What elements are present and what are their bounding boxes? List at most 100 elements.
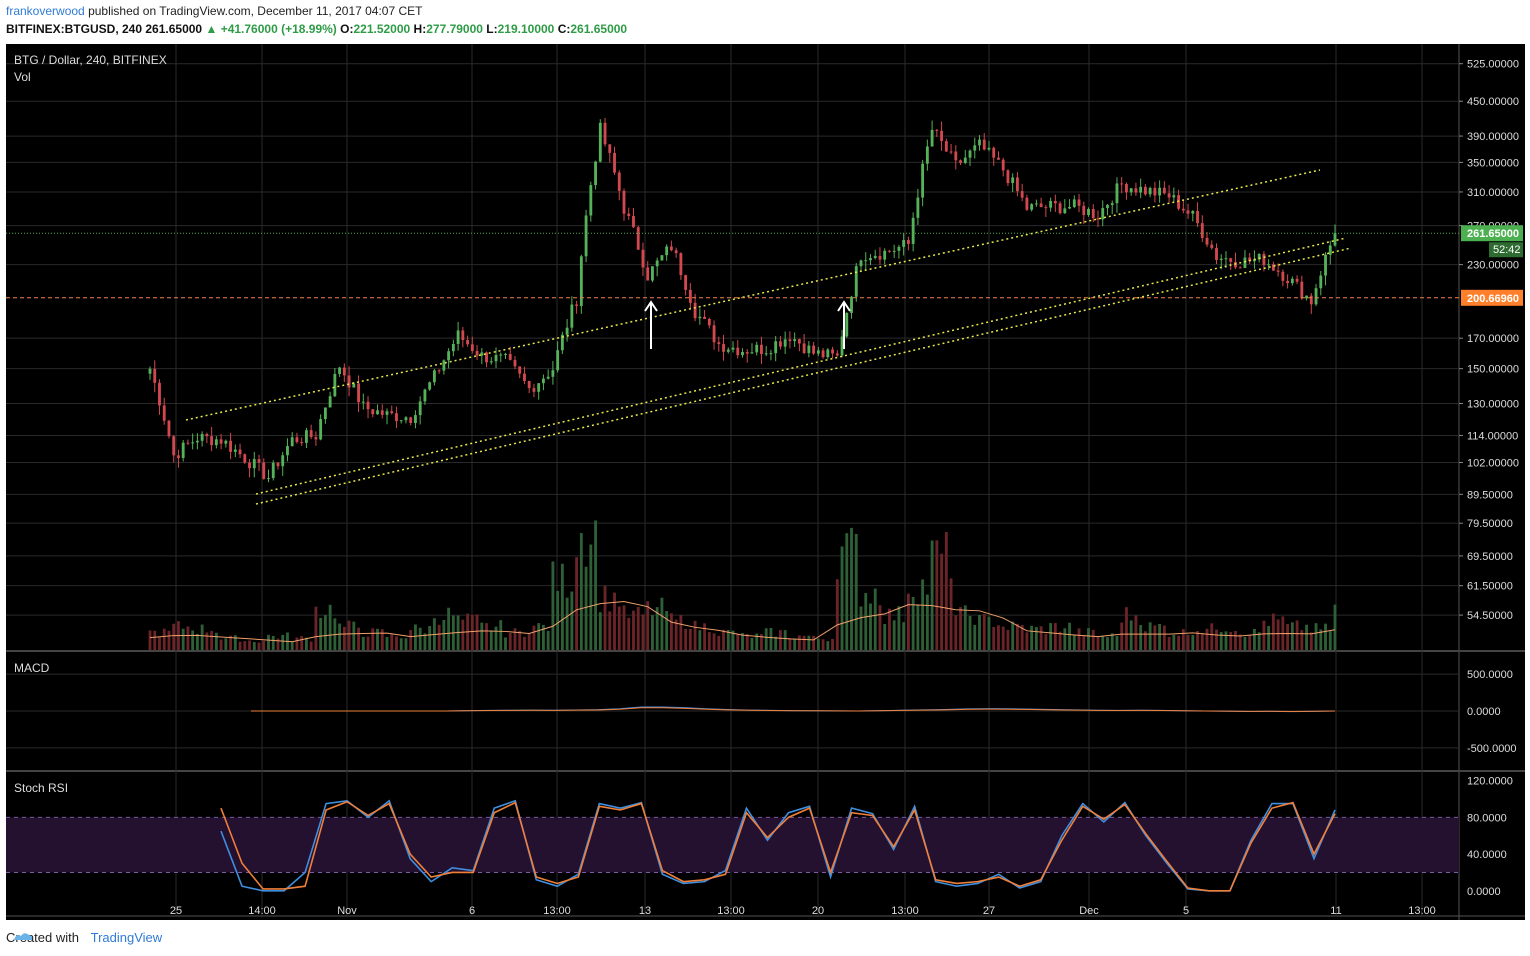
volume-bar: [328, 604, 332, 650]
volume-bar: [1120, 622, 1124, 650]
candle-body: [385, 411, 389, 415]
volume-bar: [693, 620, 697, 650]
price-tick-label: 525.00000: [1467, 59, 1519, 71]
volume-bar: [527, 633, 531, 650]
up-arrow-icon: ▲: [205, 22, 218, 36]
candle-body: [229, 440, 233, 452]
candle-body: [395, 413, 398, 422]
volume-bar: [271, 635, 275, 650]
candle-body: [376, 410, 379, 415]
volume-bar: [447, 607, 451, 650]
candle-body: [1177, 195, 1181, 209]
low-label: L:: [486, 22, 498, 36]
main-pane-title: BTG / Dollar, 240, BITFINEX: [14, 53, 167, 67]
candle-body: [414, 415, 417, 424]
candle-body: [290, 437, 294, 447]
candle-body: [1001, 159, 1005, 171]
stoch-tick-label: 0.0000: [1467, 886, 1501, 898]
volume-bar: [1243, 637, 1247, 650]
volume-bar: [916, 604, 920, 650]
volume-bar: [304, 637, 308, 650]
time-tick-label: 27: [983, 905, 995, 917]
candle-body: [797, 339, 801, 344]
last-price: 261.65000: [145, 22, 203, 36]
candle-body: [423, 389, 427, 402]
volume-bar: [390, 633, 394, 650]
candle-body: [466, 340, 470, 345]
candle-body: [883, 250, 887, 260]
volume-bar: [1229, 631, 1233, 650]
candle-body: [935, 129, 939, 131]
stoch-tick-label: 80.0000: [1467, 812, 1507, 824]
volume-bar: [831, 638, 834, 650]
volume-bar: [172, 623, 176, 650]
candle-body: [390, 411, 394, 414]
candle-body: [304, 430, 308, 443]
volume-bar: [158, 637, 161, 650]
candle-body: [243, 454, 247, 463]
candle-body: [1267, 264, 1271, 266]
time-tick-label: 13:00: [717, 905, 745, 917]
stoch-tick-label: 40.0000: [1467, 849, 1507, 861]
candle-body: [399, 420, 403, 422]
chart-area[interactable]: 525.00000 450.00000 390.00000 350.00000 310.…: [6, 44, 1525, 920]
candle-body: [1063, 208, 1067, 214]
candle-body: [807, 345, 811, 354]
candle-body: [1153, 187, 1157, 196]
volume-bar: [897, 606, 901, 650]
candle-body: [954, 151, 958, 161]
candle-body: [726, 349, 730, 352]
price-change: +41.76000 (+18.99%): [220, 22, 337, 36]
volume-bar: [987, 616, 991, 650]
symbol-label[interactable]: BITFINEX:BTGUSD, 240: [6, 22, 143, 36]
author-link[interactable]: frankoverwood: [6, 4, 85, 18]
open-label: O:: [340, 22, 354, 36]
candle-body: [1252, 259, 1256, 262]
stoch-d-line: [220, 800, 1336, 892]
volume-bar: [1290, 622, 1294, 650]
candle-body: [1191, 211, 1195, 214]
volume-bar: [963, 605, 967, 650]
candle-body: [513, 359, 517, 367]
volume-bar: [589, 544, 593, 650]
time-tick-label: 13:00: [891, 905, 919, 917]
up-arrow-icon: [644, 300, 658, 312]
volume-bar: [788, 638, 792, 650]
candle-body: [451, 343, 455, 352]
volume-bar: [295, 637, 299, 650]
volume-bar: [395, 636, 398, 650]
candle-body: [1068, 206, 1071, 209]
candle-body: [1181, 208, 1185, 211]
candle-body: [888, 250, 891, 252]
volume-bar: [1139, 625, 1143, 650]
volume-bar: [992, 626, 996, 650]
candle-body: [731, 347, 735, 350]
candle-body: [380, 410, 384, 415]
volume-bar: [1162, 625, 1166, 650]
volume-bar: [1072, 634, 1076, 650]
candle-body: [371, 409, 375, 415]
volume-bar: [575, 557, 579, 650]
volume-bar: [546, 630, 550, 650]
volume-bar: [560, 563, 564, 650]
tradingview-link[interactable]: TradingView: [90, 930, 163, 945]
support-price-tag: [1461, 289, 1523, 306]
last-price-tag: [1461, 225, 1523, 242]
volume-bar: [414, 624, 417, 650]
volume-bar: [1091, 629, 1095, 650]
candle-body: [267, 478, 270, 480]
volume-bar: [665, 611, 669, 650]
candle-body: [679, 253, 683, 276]
chart-svg[interactable]: 525.00000 450.00000 390.00000 350.00000 310.…: [6, 44, 1525, 920]
volume-bar: [603, 585, 607, 650]
volume-bar: [873, 588, 877, 650]
volume-bar: [949, 578, 953, 650]
close-label: C:: [557, 22, 571, 36]
candle-body: [537, 383, 541, 392]
candle-body: [793, 339, 797, 342]
candle-body: [636, 227, 640, 250]
candle-body: [1020, 191, 1024, 198]
volume-bar: [888, 608, 891, 650]
candle-body: [1205, 237, 1209, 245]
candle-body: [181, 442, 185, 459]
